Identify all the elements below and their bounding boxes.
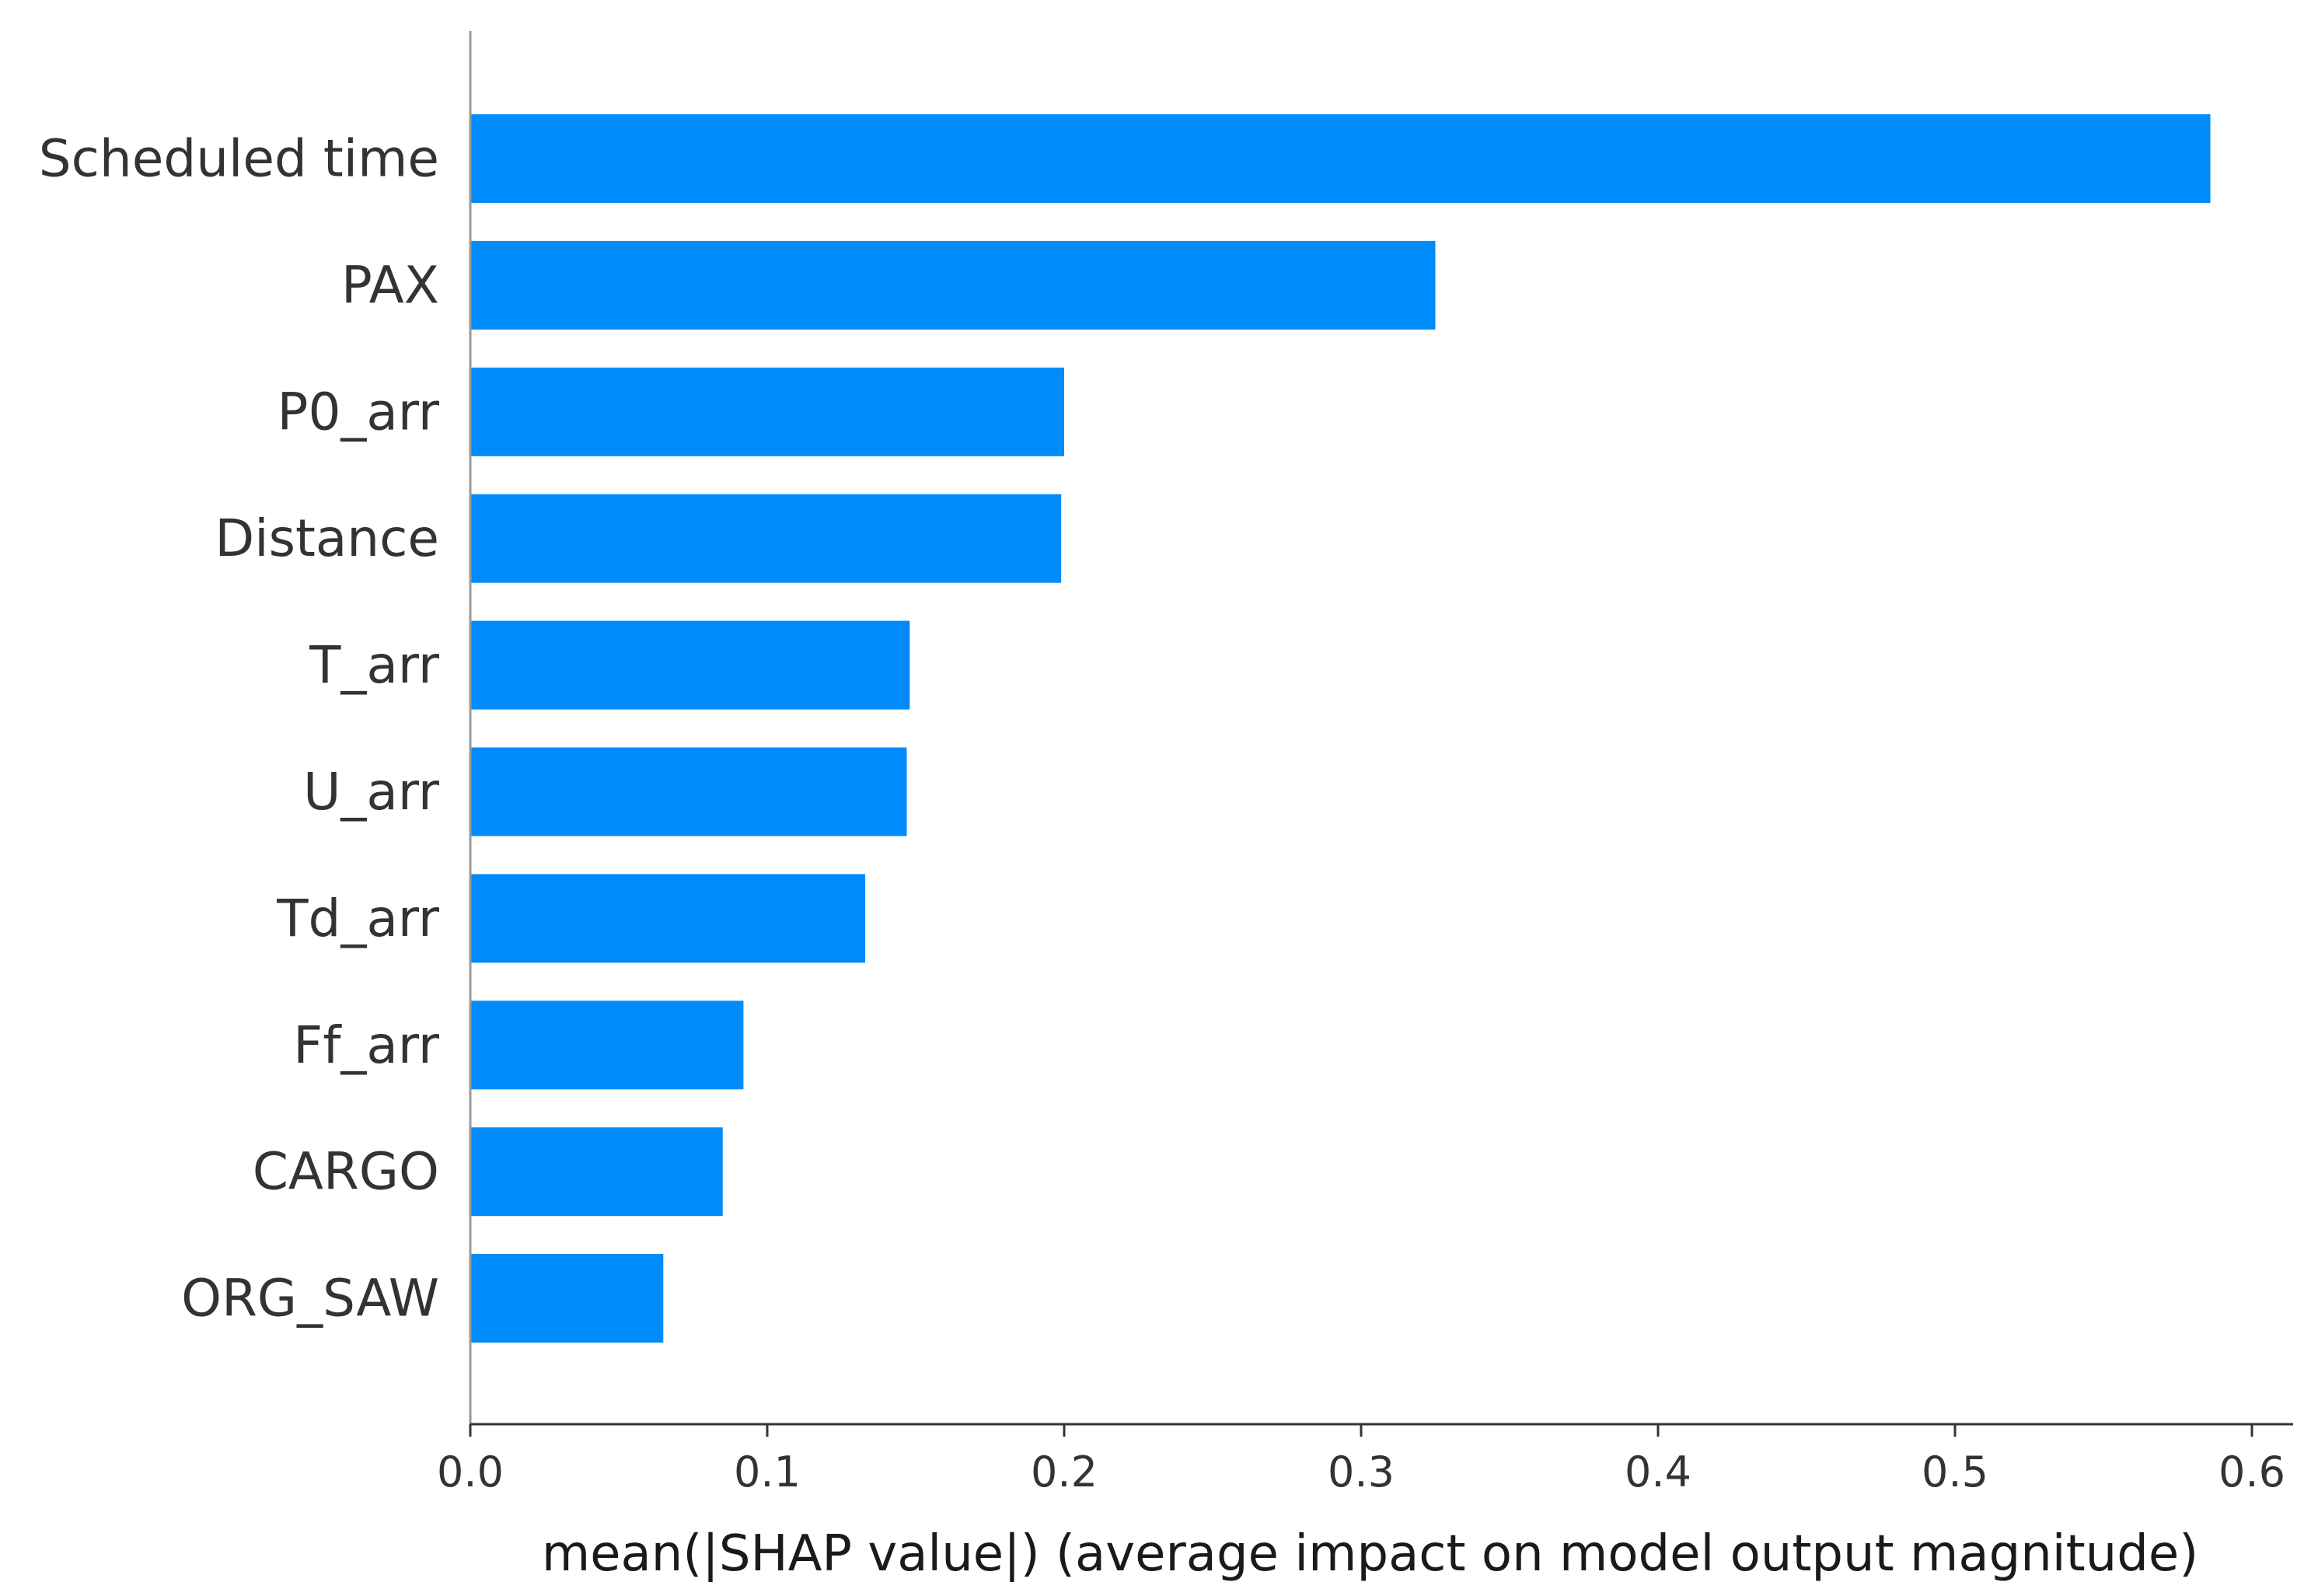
x-tick-label: 0.1 — [734, 1448, 801, 1496]
bar-scheduled-time — [470, 114, 2211, 203]
bar-ff-arr — [470, 1001, 744, 1090]
bars-group — [470, 114, 2211, 1343]
bar-td-arr — [470, 874, 866, 963]
x-axis-title: mean(|SHAP value|) (average impact on mo… — [542, 1525, 2198, 1583]
bar-u-arr — [470, 747, 907, 836]
x-tick-label: 0.3 — [1328, 1448, 1395, 1496]
y-tick-label: Ff_arr — [293, 1015, 440, 1075]
y-tick-label: P0_arr — [278, 382, 440, 442]
y-tick-label: PAX — [341, 255, 439, 315]
x-tick-label: 0.5 — [1922, 1448, 1988, 1496]
y-tick-label: CARGO — [253, 1142, 439, 1202]
y-tick-label: Scheduled time — [39, 129, 439, 189]
x-tick-label: 0.4 — [1625, 1448, 1691, 1496]
x-tick-label: 0.0 — [437, 1448, 504, 1496]
y-tick-label: Td_arr — [276, 889, 440, 948]
bar-cargo — [470, 1127, 723, 1217]
x-tick-label: 0.2 — [1031, 1448, 1098, 1496]
bar-pax — [470, 240, 1436, 330]
bar-p0-arr — [470, 367, 1064, 456]
bar-org-saw — [470, 1254, 664, 1343]
y-tick-label: ORG_SAW — [181, 1269, 439, 1329]
bar-t-arr — [470, 620, 910, 710]
bar-distance — [470, 494, 1062, 583]
y-tick-label: T_arr — [309, 635, 440, 695]
x-axis-ticks: 0.0 0.1 0.2 0.3 0.4 0.5 0.6 — [437, 1424, 2285, 1496]
y-tick-label: U_arr — [303, 762, 440, 822]
y-tick-label: Distance — [215, 508, 439, 568]
x-tick-label: 0.6 — [2219, 1448, 2285, 1496]
y-axis-labels: Scheduled time PAX P0_arr Distance T_arr U_ar… — [39, 129, 440, 1329]
